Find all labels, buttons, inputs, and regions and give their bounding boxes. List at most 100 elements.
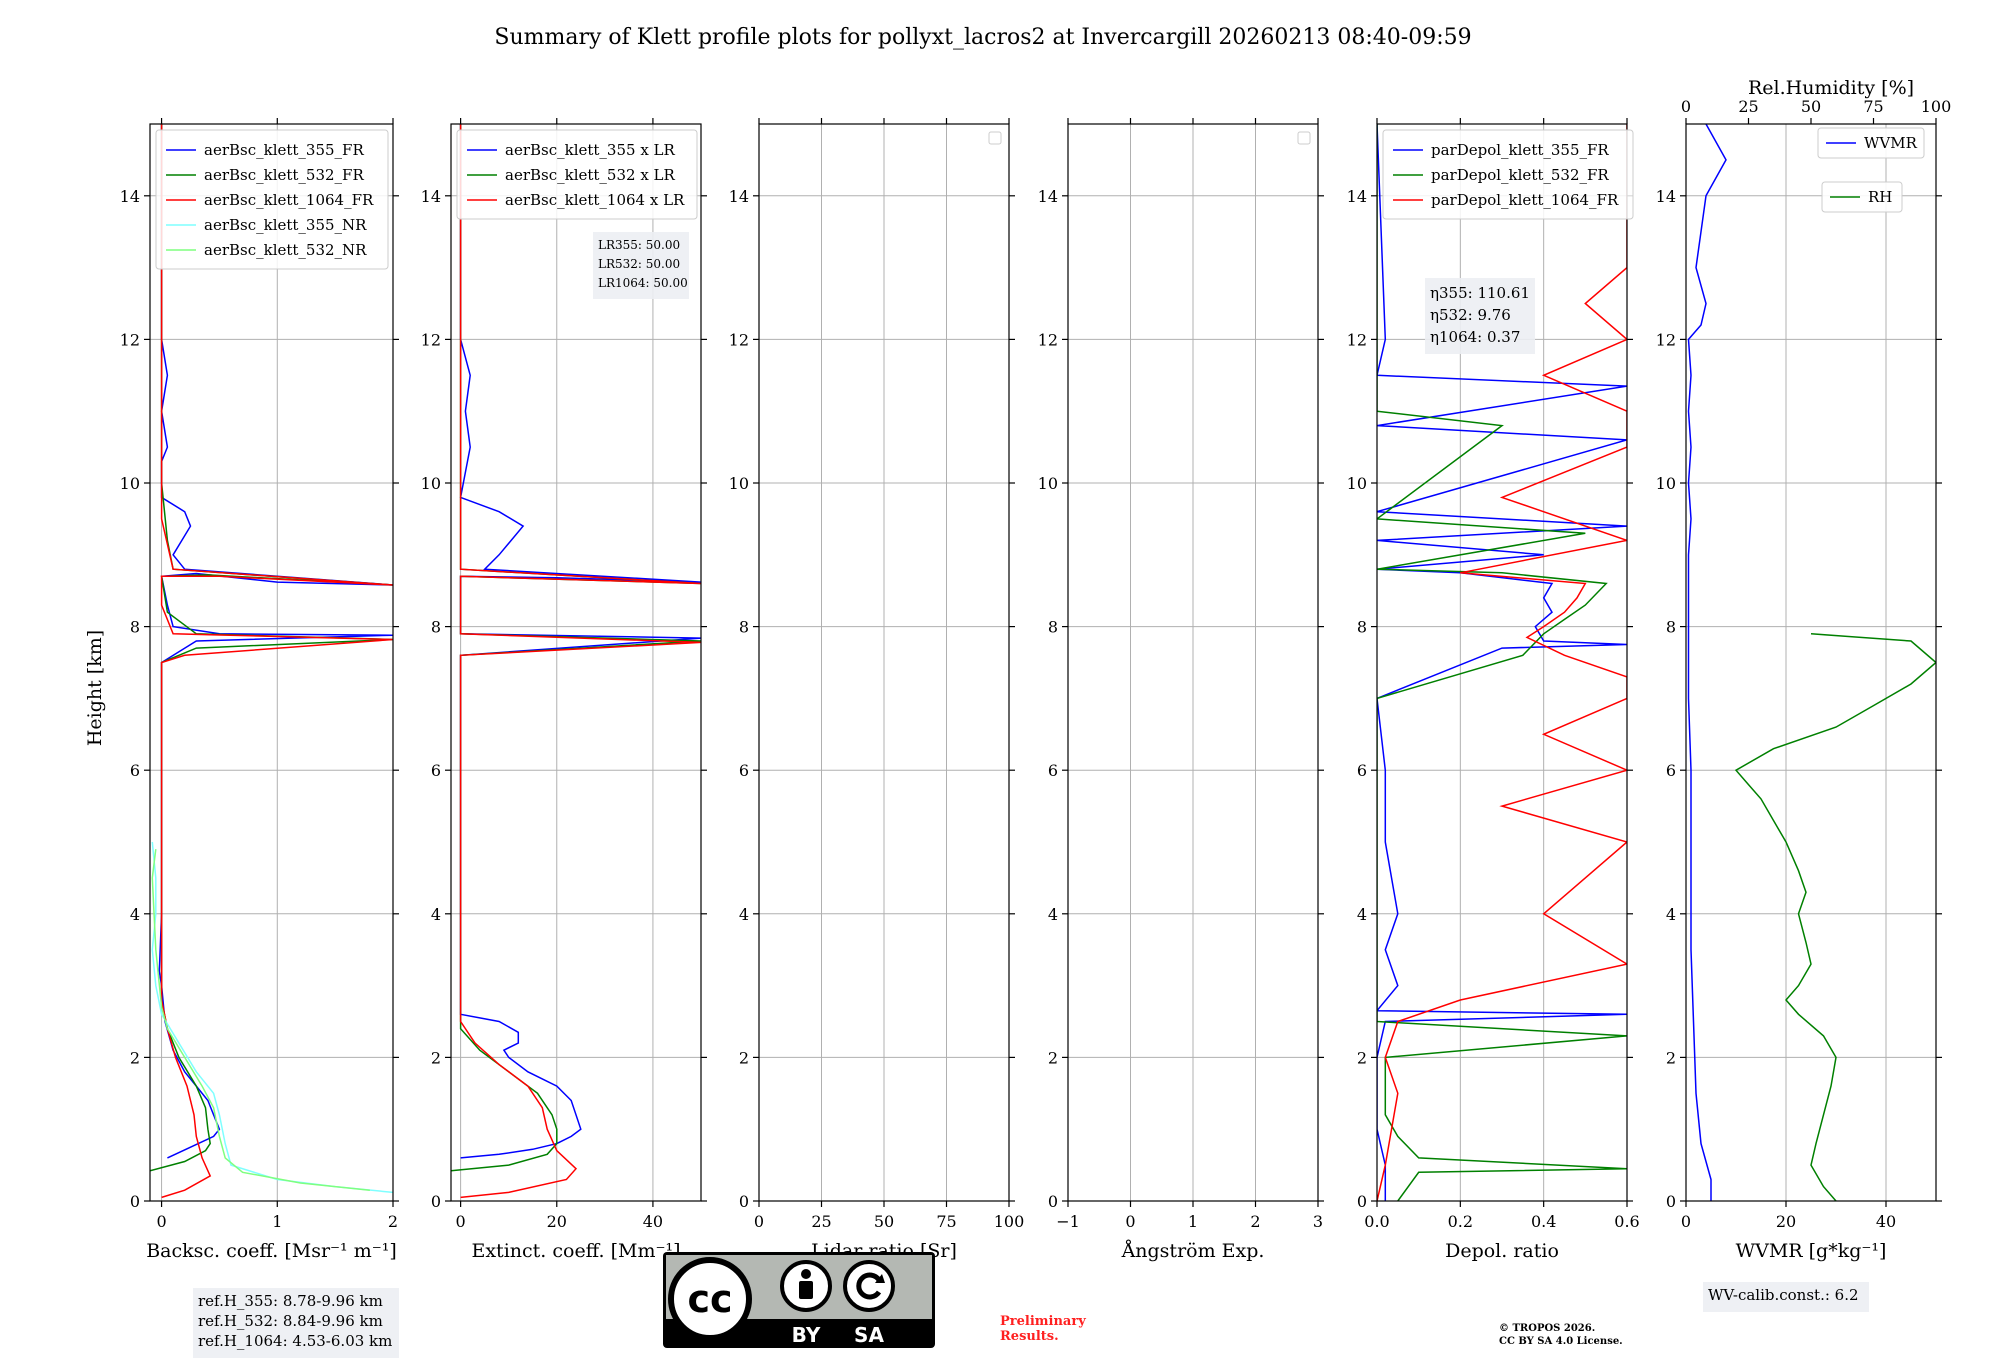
series-line-aerBsc_klett_532 x LR	[451, 124, 701, 1172]
legend-entry: WVMR	[1864, 134, 1918, 152]
empty-legend	[1297, 131, 1311, 145]
annotation-line: ref.H_355: 8.78-9.96 km	[198, 1292, 383, 1310]
legend-entry: aerBsc_klett_532_NR	[204, 241, 367, 259]
annotation-box	[593, 232, 689, 299]
y-tick-label: 4	[1666, 905, 1676, 924]
y-tick-label: 14	[1347, 187, 1367, 206]
x-axis-label: Backsc. coeff. [Msr⁻¹ m⁻¹]	[146, 1240, 397, 1262]
annotation-line: η1064: 0.37	[1430, 328, 1520, 346]
y-tick-label: 8	[1357, 618, 1367, 637]
y-tick-label: 2	[1666, 1048, 1676, 1067]
annotation-line: LR1064: 50.00	[598, 276, 688, 290]
x-tick-label: 40	[643, 1212, 663, 1231]
plot-area	[150, 124, 393, 1199]
y-tick-label: 0	[1666, 1192, 1676, 1211]
panel-extinction: 0 20 40 0 2 4 6 8 10 12 14 Extinct. coeff. [Mm⁻¹] ae…	[421, 118, 707, 1262]
copyright-line-2: CC BY SA 4.0 License.	[1499, 1336, 1623, 1347]
annotation-box	[1425, 278, 1535, 354]
series-line-aerBsc_klett_532_FR	[150, 124, 393, 1172]
x-axis-label: Depol. ratio	[1445, 1240, 1559, 1262]
x-tick-label: 0	[1681, 1212, 1691, 1231]
y-tick-label: 12	[1347, 330, 1367, 349]
y-tick-label: 8	[130, 618, 140, 637]
y-tick-label: 6	[1357, 761, 1367, 780]
legend: aerBsc_klett_355_FR aerBsc_klett_532_FRae…	[155, 129, 389, 270]
y-tick-label: 6	[431, 761, 441, 780]
x-tick-label: 1	[272, 1212, 282, 1231]
x-tick-label: 0.6	[1614, 1212, 1639, 1231]
y-tick-label: 4	[1048, 905, 1058, 924]
y-tick-label: 10	[1038, 474, 1058, 493]
series-line-aerBsc_klett_1064 x LR	[459, 124, 701, 1199]
x-tick-label: 0.0	[1364, 1212, 1389, 1231]
y-tick-label: 6	[739, 761, 749, 780]
annotation-backscatter: ref.H_355: 8.78-9.96 km ref.H_532: 8.84-9…	[193, 1288, 399, 1358]
y-tick-label: 8	[1666, 618, 1676, 637]
annotation-line: WV-calib.const.: 6.2	[1708, 1286, 1859, 1304]
x-axis-label: Extinct. coeff. [Mm⁻¹]	[471, 1240, 680, 1262]
x-tick-label: 0	[754, 1212, 764, 1231]
plot-area	[1377, 124, 1627, 1201]
y-tick-label: 8	[431, 618, 441, 637]
y-tick-label: 0	[1048, 1192, 1058, 1211]
y-tick-label: 10	[1656, 474, 1676, 493]
y-tick-label: 12	[421, 330, 441, 349]
x-tick-label: 3	[1313, 1212, 1323, 1231]
annotation-depolarization: η355: 110.61 η532: 9.76 η1064: 0.37	[1425, 278, 1535, 354]
axes-frame	[450, 123, 702, 1202]
series-line-aerBsc_klett_532_NR	[151, 849, 370, 1191]
axes-frame	[1376, 123, 1628, 1202]
legend-entry: RH	[1868, 188, 1892, 206]
panel-wvmr: 0 20 40 0 2 4 6 8 10 12 14 WVMR [g*kg⁻¹] 0 25 50 75 100 R…	[1656, 77, 1951, 1312]
x-tick-label: 0.4	[1531, 1212, 1556, 1231]
top-tick-label: 75	[1863, 97, 1883, 116]
x-tick-label: 2	[1250, 1212, 1260, 1231]
x-tick-label: 40	[1876, 1212, 1896, 1231]
legend-box	[456, 129, 698, 220]
y-tick-label: 2	[739, 1048, 749, 1067]
y-tick-label: 12	[1656, 330, 1676, 349]
y-axis-label: Height [km]	[84, 630, 106, 746]
top-tick-label: 50	[1801, 97, 1821, 116]
annotation-wvmr: WV-calib.const.: 6.2	[1703, 1282, 1869, 1312]
x-tick-label: −1	[1056, 1212, 1080, 1231]
annotation-line: LR532: 50.00	[598, 257, 680, 271]
x-tick-label: 0	[456, 1212, 466, 1231]
series-line-RH	[1734, 633, 1936, 1201]
series-line-WVMR	[1687, 124, 1727, 1201]
y-tick-label: 0	[130, 1192, 140, 1211]
legend: RH	[1821, 181, 1903, 213]
page-title: Summary of Klett profile plots for polly…	[494, 25, 1471, 50]
legend-box	[1817, 127, 1925, 159]
y-tick-label: 14	[120, 187, 140, 206]
x-tick-label: 0.2	[1448, 1212, 1473, 1231]
annotation-line: η532: 9.76	[1430, 306, 1511, 324]
annotation-line: ref.H_1064: 4.53-6.03 km	[198, 1332, 392, 1350]
y-tick-label: 0	[431, 1192, 441, 1211]
panel-depolarization: 0.0 0.2 0.4 0.6 0 2 4 6 8 10 12 14 Depol. ratio parDe…	[1347, 118, 1640, 1262]
legend-entry: parDepol_klett_355_FR	[1431, 141, 1609, 159]
axes-frame	[1685, 123, 1937, 1202]
y-tick-label: 2	[431, 1048, 441, 1067]
y-tick-label: 10	[120, 474, 140, 493]
legend-entry: aerBsc_klett_532_FR	[204, 166, 364, 184]
y-tick-label: 14	[729, 187, 749, 206]
x-tick-label: 100	[994, 1212, 1025, 1231]
series-line-aerBsc_klett_355_FR	[158, 124, 393, 1159]
legend-entry: aerBsc_klett_1064_FR	[204, 191, 374, 209]
y-tick-label: 12	[120, 330, 140, 349]
annotation-extinction: LR355: 50.00 LR532: 50.00 LR1064: 50.00	[593, 232, 689, 299]
x-tick-label: 25	[811, 1212, 831, 1231]
annotation-line: η355: 110.61	[1430, 284, 1530, 302]
x-tick-label: 1	[1188, 1212, 1198, 1231]
annotation-box	[193, 1288, 399, 1358]
plot-area	[451, 124, 701, 1199]
sa-label: SA	[854, 1323, 884, 1347]
y-tick-label: 4	[739, 905, 749, 924]
by-label: BY	[792, 1323, 821, 1347]
empty-legend	[988, 131, 1002, 145]
annotation-line: LR355: 50.00	[598, 238, 680, 252]
